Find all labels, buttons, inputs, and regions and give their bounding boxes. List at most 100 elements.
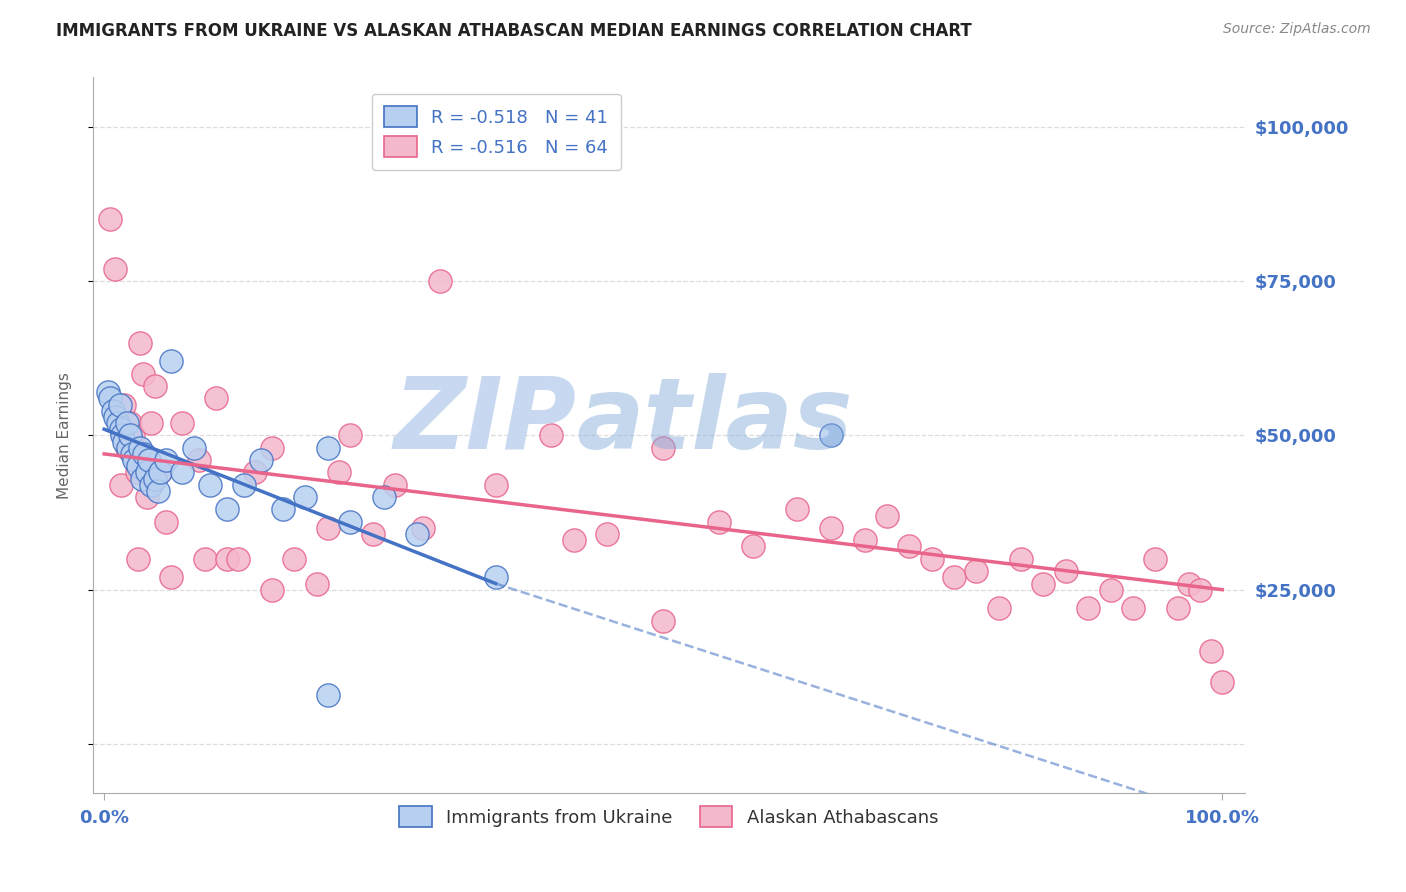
Point	[233, 477, 256, 491]
Point	[1054, 564, 1077, 578]
Point	[1099, 582, 1122, 597]
Point	[98, 212, 121, 227]
Point	[112, 398, 135, 412]
Point	[98, 392, 121, 406]
Point	[328, 466, 350, 480]
Point	[122, 428, 145, 442]
Point	[104, 261, 127, 276]
Point	[1010, 551, 1032, 566]
Point	[1122, 601, 1144, 615]
Text: Source: ZipAtlas.com: Source: ZipAtlas.com	[1223, 22, 1371, 37]
Point	[316, 521, 339, 535]
Point	[249, 453, 271, 467]
Point	[260, 582, 283, 597]
Point	[820, 428, 842, 442]
Point	[115, 441, 138, 455]
Point	[1144, 551, 1167, 566]
Point	[155, 453, 177, 467]
Legend: Immigrants from Ukraine, Alaskan Athabascans: Immigrants from Ukraine, Alaskan Athabas…	[392, 799, 945, 834]
Point	[412, 521, 434, 535]
Point	[134, 447, 156, 461]
Point	[188, 453, 211, 467]
Point	[172, 466, 194, 480]
Point	[987, 601, 1010, 615]
Point	[121, 447, 143, 461]
Point	[1032, 576, 1054, 591]
Point	[1077, 601, 1099, 615]
Point	[596, 527, 619, 541]
Point	[741, 540, 763, 554]
Point	[138, 453, 160, 467]
Point	[127, 459, 149, 474]
Point	[305, 576, 328, 591]
Point	[118, 428, 141, 442]
Point	[217, 502, 239, 516]
Point	[562, 533, 585, 548]
Point	[146, 483, 169, 498]
Point	[283, 551, 305, 566]
Point	[205, 392, 228, 406]
Point	[540, 428, 562, 442]
Point	[149, 466, 172, 480]
Point	[112, 434, 135, 449]
Point	[111, 428, 134, 442]
Point	[117, 441, 139, 455]
Point	[129, 441, 152, 455]
Point	[316, 441, 339, 455]
Point	[361, 527, 384, 541]
Point	[484, 570, 506, 584]
Point	[135, 490, 157, 504]
Point	[124, 453, 146, 467]
Text: ZIP: ZIP	[394, 373, 576, 469]
Point	[110, 477, 132, 491]
Text: atlas: atlas	[576, 373, 853, 469]
Point	[384, 477, 406, 491]
Point	[406, 527, 429, 541]
Point	[108, 398, 131, 412]
Point	[1167, 601, 1189, 615]
Point	[183, 441, 205, 455]
Point	[107, 416, 129, 430]
Point	[172, 416, 194, 430]
Point	[228, 551, 250, 566]
Point	[1211, 675, 1233, 690]
Point	[155, 515, 177, 529]
Point	[652, 614, 675, 628]
Point	[127, 551, 149, 566]
Point	[118, 416, 141, 430]
Point	[135, 466, 157, 480]
Point	[339, 428, 361, 442]
Point	[876, 508, 898, 523]
Point	[1199, 644, 1222, 658]
Point	[129, 335, 152, 350]
Point	[125, 466, 148, 480]
Point	[141, 477, 163, 491]
Point	[143, 472, 166, 486]
Point	[115, 416, 138, 430]
Point	[96, 385, 118, 400]
Point	[316, 688, 339, 702]
Point	[141, 416, 163, 430]
Point	[160, 354, 183, 368]
Point	[1178, 576, 1201, 591]
Point	[149, 466, 172, 480]
Point	[943, 570, 966, 584]
Point	[243, 466, 266, 480]
Text: IMMIGRANTS FROM UKRAINE VS ALASKAN ATHABASCAN MEDIAN EARNINGS CORRELATION CHART: IMMIGRANTS FROM UKRAINE VS ALASKAN ATHAB…	[56, 22, 972, 40]
Point	[1188, 582, 1211, 597]
Point	[786, 502, 808, 516]
Point	[271, 502, 294, 516]
Point	[373, 490, 395, 504]
Point	[484, 477, 506, 491]
Point	[217, 551, 239, 566]
Point	[160, 570, 183, 584]
Point	[294, 490, 316, 504]
Y-axis label: Median Earnings: Median Earnings	[58, 372, 72, 499]
Point	[101, 403, 124, 417]
Point	[921, 551, 943, 566]
Point	[131, 472, 153, 486]
Point	[110, 422, 132, 436]
Point	[200, 477, 222, 491]
Point	[104, 409, 127, 424]
Point	[853, 533, 876, 548]
